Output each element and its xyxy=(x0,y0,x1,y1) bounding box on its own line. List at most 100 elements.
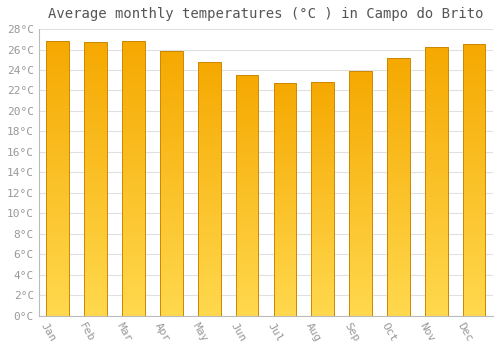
Bar xyxy=(122,235,145,236)
Bar xyxy=(425,151,448,152)
Bar xyxy=(425,58,448,60)
Bar xyxy=(387,82,410,84)
Bar xyxy=(349,116,372,118)
Bar xyxy=(46,172,69,173)
Bar xyxy=(198,181,220,182)
Bar xyxy=(198,129,220,130)
Bar xyxy=(46,96,69,98)
Bar xyxy=(160,78,182,80)
Bar xyxy=(463,66,485,68)
Bar xyxy=(122,210,145,211)
Bar xyxy=(463,170,485,172)
Bar xyxy=(387,60,410,62)
Bar xyxy=(349,126,372,127)
Bar xyxy=(236,236,258,238)
Bar xyxy=(198,309,220,310)
Bar xyxy=(274,279,296,280)
Bar xyxy=(387,104,410,105)
Bar xyxy=(122,125,145,126)
Bar xyxy=(84,85,107,86)
Bar xyxy=(198,213,220,214)
Bar xyxy=(198,298,220,299)
Bar xyxy=(349,149,372,150)
Bar xyxy=(84,242,107,243)
Bar xyxy=(463,111,485,112)
Bar xyxy=(425,169,448,171)
Bar xyxy=(312,167,334,169)
Bar xyxy=(463,210,485,211)
Bar xyxy=(349,103,372,104)
Bar xyxy=(46,203,69,204)
Bar xyxy=(84,246,107,247)
Bar xyxy=(274,265,296,266)
Bar xyxy=(122,181,145,183)
Bar xyxy=(312,162,334,163)
Bar xyxy=(425,297,448,298)
Bar xyxy=(312,157,334,158)
Bar xyxy=(84,123,107,124)
Bar xyxy=(463,149,485,150)
Bar xyxy=(387,136,410,138)
Bar xyxy=(312,219,334,220)
Bar xyxy=(463,207,485,209)
Bar xyxy=(46,158,69,159)
Bar xyxy=(312,134,334,135)
Bar xyxy=(387,169,410,170)
Bar xyxy=(312,315,334,316)
Bar xyxy=(46,296,69,298)
Bar xyxy=(46,151,69,153)
Bar xyxy=(425,190,448,191)
Bar xyxy=(198,238,220,239)
Bar xyxy=(84,286,107,287)
Bar xyxy=(46,233,69,235)
Bar xyxy=(312,306,334,308)
Bar xyxy=(46,69,69,70)
Bar xyxy=(274,198,296,200)
Bar xyxy=(349,256,372,257)
Bar xyxy=(387,64,410,65)
Bar xyxy=(274,106,296,108)
Bar xyxy=(425,277,448,278)
Bar xyxy=(274,303,296,304)
Bar xyxy=(463,291,485,293)
Bar xyxy=(46,299,69,301)
Bar xyxy=(122,141,145,143)
Bar xyxy=(463,308,485,309)
Bar xyxy=(236,220,258,222)
Bar xyxy=(349,209,372,210)
Bar xyxy=(463,180,485,181)
Bar xyxy=(236,172,258,173)
Bar xyxy=(84,250,107,251)
Bar xyxy=(198,90,220,91)
Bar xyxy=(236,210,258,211)
Bar xyxy=(236,186,258,187)
Bar xyxy=(122,246,145,247)
Bar xyxy=(274,284,296,286)
Bar xyxy=(160,77,182,78)
Bar xyxy=(312,107,334,108)
Bar xyxy=(198,111,220,113)
Bar xyxy=(274,184,296,186)
Bar xyxy=(46,140,69,141)
Bar xyxy=(349,261,372,262)
Bar xyxy=(274,231,296,232)
Bar xyxy=(46,246,69,247)
Bar xyxy=(122,92,145,93)
Bar xyxy=(46,113,69,114)
Bar xyxy=(84,288,107,290)
Bar xyxy=(425,122,448,124)
Bar xyxy=(198,134,220,135)
Bar xyxy=(84,160,107,161)
Bar xyxy=(160,198,182,199)
Bar xyxy=(198,190,220,191)
Bar xyxy=(349,74,372,75)
Bar xyxy=(84,224,107,225)
Bar xyxy=(122,299,145,301)
Bar xyxy=(425,312,448,313)
Bar xyxy=(349,311,372,312)
Bar xyxy=(84,141,107,142)
Bar xyxy=(274,305,296,306)
Bar xyxy=(198,242,220,243)
Bar xyxy=(387,198,410,200)
Bar xyxy=(349,278,372,279)
